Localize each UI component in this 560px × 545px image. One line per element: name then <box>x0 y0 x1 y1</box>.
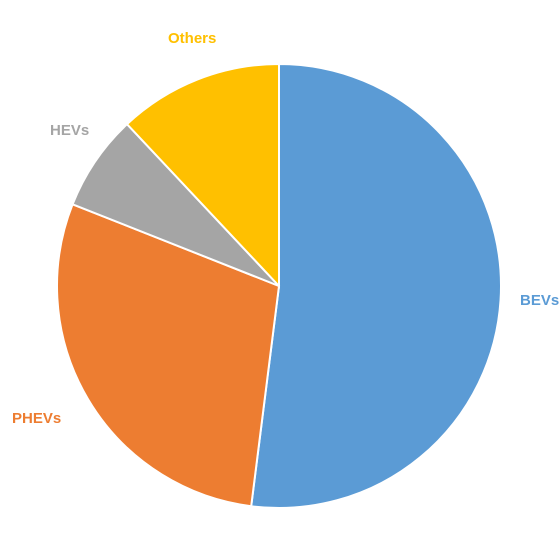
label-others: Others <box>168 30 216 47</box>
label-bevs: BEVs <box>520 292 559 309</box>
label-phevs: PHEVs <box>12 410 61 427</box>
slice-bevs <box>251 64 501 508</box>
pie-svg <box>0 0 560 545</box>
label-hevs: HEVs <box>50 122 89 139</box>
pie-chart: BEVs PHEVs HEVs Others <box>0 0 560 545</box>
